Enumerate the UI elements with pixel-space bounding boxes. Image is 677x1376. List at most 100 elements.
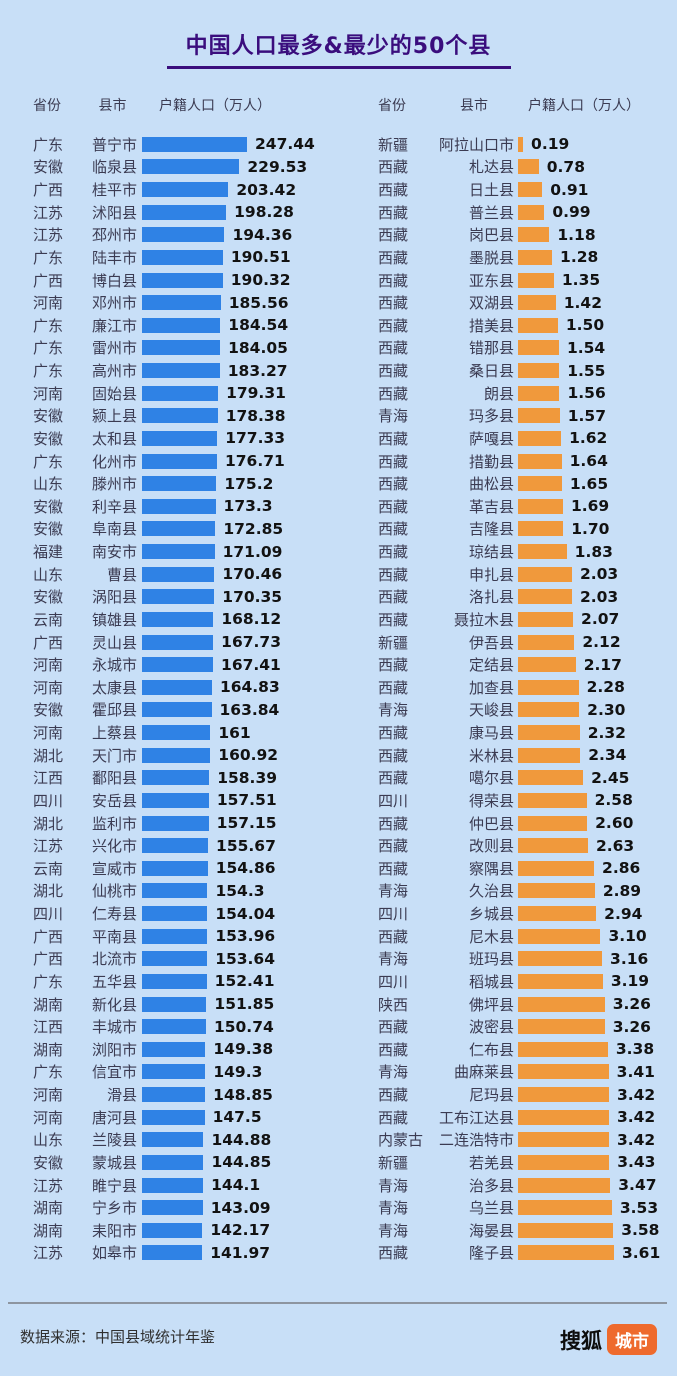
population-bar <box>142 679 212 695</box>
province-cell: 广西 <box>33 950 64 969</box>
county-cell: 固始县 <box>91 384 137 403</box>
population-bar <box>142 747 211 763</box>
county-cell: 上蔡县 <box>91 724 137 743</box>
population-bar <box>142 408 218 424</box>
county-cell: 乌兰县 <box>468 1199 514 1218</box>
value-label: 194.36 <box>232 225 293 244</box>
province-cell: 河南 <box>33 1108 64 1127</box>
province-cell: 西藏 <box>378 543 409 562</box>
value-label: 183.27 <box>227 361 288 380</box>
value-label: 163.84 <box>219 700 280 719</box>
value-label: 176.71 <box>224 452 285 471</box>
population-bar <box>518 883 595 899</box>
county-cell: 沭阳县 <box>91 203 137 222</box>
value-label: 1.50 <box>565 316 605 335</box>
county-cell: 涡阳县 <box>91 588 137 607</box>
table-row: 青海 曲麻莱县 3.41 <box>338 1061 677 1084</box>
value-label: 1.64 <box>569 452 608 471</box>
province-cell: 江苏 <box>33 1244 64 1263</box>
population-bar <box>518 792 587 808</box>
value-label: 144.88 <box>211 1130 272 1149</box>
province-cell: 湖北 <box>33 882 64 901</box>
county-cell: 蒙城县 <box>91 1153 137 1172</box>
table-row: 安徽 霍邱县 163.84 <box>0 699 338 722</box>
table-row: 西藏 仁布县 3.38 <box>338 1038 677 1061</box>
county-cell: 临泉县 <box>91 158 137 177</box>
population-bar <box>142 272 223 288</box>
county-cell: 萨嘎县 <box>468 429 514 448</box>
county-cell: 天峻县 <box>468 701 514 720</box>
province-cell: 西藏 <box>378 724 409 743</box>
value-label: 3.43 <box>617 1153 656 1172</box>
population-bar <box>142 182 229 198</box>
province-cell: 青海 <box>378 950 409 969</box>
province-cell: 广东 <box>33 362 64 381</box>
province-cell: 江西 <box>33 769 64 788</box>
province-cell: 西藏 <box>378 158 409 177</box>
value-label: 170.35 <box>222 587 283 606</box>
county-cell: 廉江市 <box>91 316 137 335</box>
population-bar <box>142 973 207 989</box>
population-bar <box>518 498 563 514</box>
title-underline <box>167 66 511 69</box>
province-cell: 广东 <box>33 248 64 267</box>
table-row: 湖南 浏阳市 149.38 <box>0 1038 338 1061</box>
table-row: 西藏 错那县 1.54 <box>338 337 677 360</box>
population-bar <box>518 657 576 673</box>
county-cell: 玛多县 <box>468 407 514 426</box>
population-bar <box>518 906 597 922</box>
county-cell: 吉隆县 <box>468 520 514 539</box>
province-cell: 山东 <box>33 475 64 494</box>
table-row: 湖南 宁乡市 143.09 <box>0 1196 338 1219</box>
value-label: 3.42 <box>616 1130 656 1149</box>
province-cell: 江苏 <box>33 837 64 856</box>
value-label: 155.67 <box>216 836 276 855</box>
table-row: 西藏 曲松县 1.65 <box>338 472 677 495</box>
county-cell: 墨脱县 <box>468 248 514 267</box>
table-row: 新疆 若羌县 3.43 <box>338 1151 677 1174</box>
value-label: 190.51 <box>230 248 291 267</box>
county-cell: 太康县 <box>91 678 137 697</box>
county-cell: 信宜市 <box>91 1063 137 1082</box>
value-label: 160.92 <box>218 746 279 765</box>
table-row: 青海 治多县 3.47 <box>338 1174 677 1197</box>
province-cell: 西藏 <box>378 429 409 448</box>
value-label: 1.83 <box>574 542 613 561</box>
population-bar <box>518 204 545 220</box>
value-label: 150.74 <box>213 1017 274 1036</box>
table-row: 湖北 监利市 157.15 <box>0 812 338 835</box>
table-row: 广东 廉江市 184.54 <box>0 314 338 337</box>
population-bar <box>518 566 572 582</box>
population-bar <box>518 1041 608 1057</box>
county-cell: 康马县 <box>468 724 514 743</box>
province-cell: 河南 <box>33 656 64 675</box>
table-row: 湖北 天门市 160.92 <box>0 744 338 767</box>
province-cell: 西藏 <box>378 1086 409 1105</box>
value-label: 2.17 <box>583 655 622 674</box>
table-row: 西藏 康马县 2.32 <box>338 721 677 744</box>
value-label: 3.10 <box>608 927 647 946</box>
population-bar <box>142 1222 203 1238</box>
province-cell: 西藏 <box>378 452 409 471</box>
value-label: 190.32 <box>230 271 291 290</box>
value-label: 164.83 <box>219 678 280 697</box>
population-bar <box>142 159 240 175</box>
population-bar <box>518 634 575 650</box>
county-cell: 化州市 <box>91 452 137 471</box>
table-row: 广西 博白县 190.32 <box>0 269 338 292</box>
county-cell: 镇雄县 <box>91 610 137 629</box>
county-cell: 永城市 <box>91 656 137 675</box>
county-cell: 太和县 <box>91 429 137 448</box>
table-row: 广西 桂平市 203.42 <box>0 178 338 201</box>
population-bar <box>142 996 207 1012</box>
sohu-city-badge: 城市 <box>607 1324 657 1355</box>
table-row: 西藏 尼玛县 3.42 <box>338 1083 677 1106</box>
county-cell: 洛扎县 <box>468 588 514 607</box>
province-cell: 西藏 <box>378 769 409 788</box>
county-cell: 札达县 <box>468 158 514 177</box>
population-bar <box>142 1087 206 1103</box>
value-label: 171.09 <box>222 542 283 561</box>
value-label: 2.63 <box>595 836 635 855</box>
county-cell: 兴化市 <box>91 837 137 856</box>
province-cell: 新疆 <box>378 1153 409 1172</box>
